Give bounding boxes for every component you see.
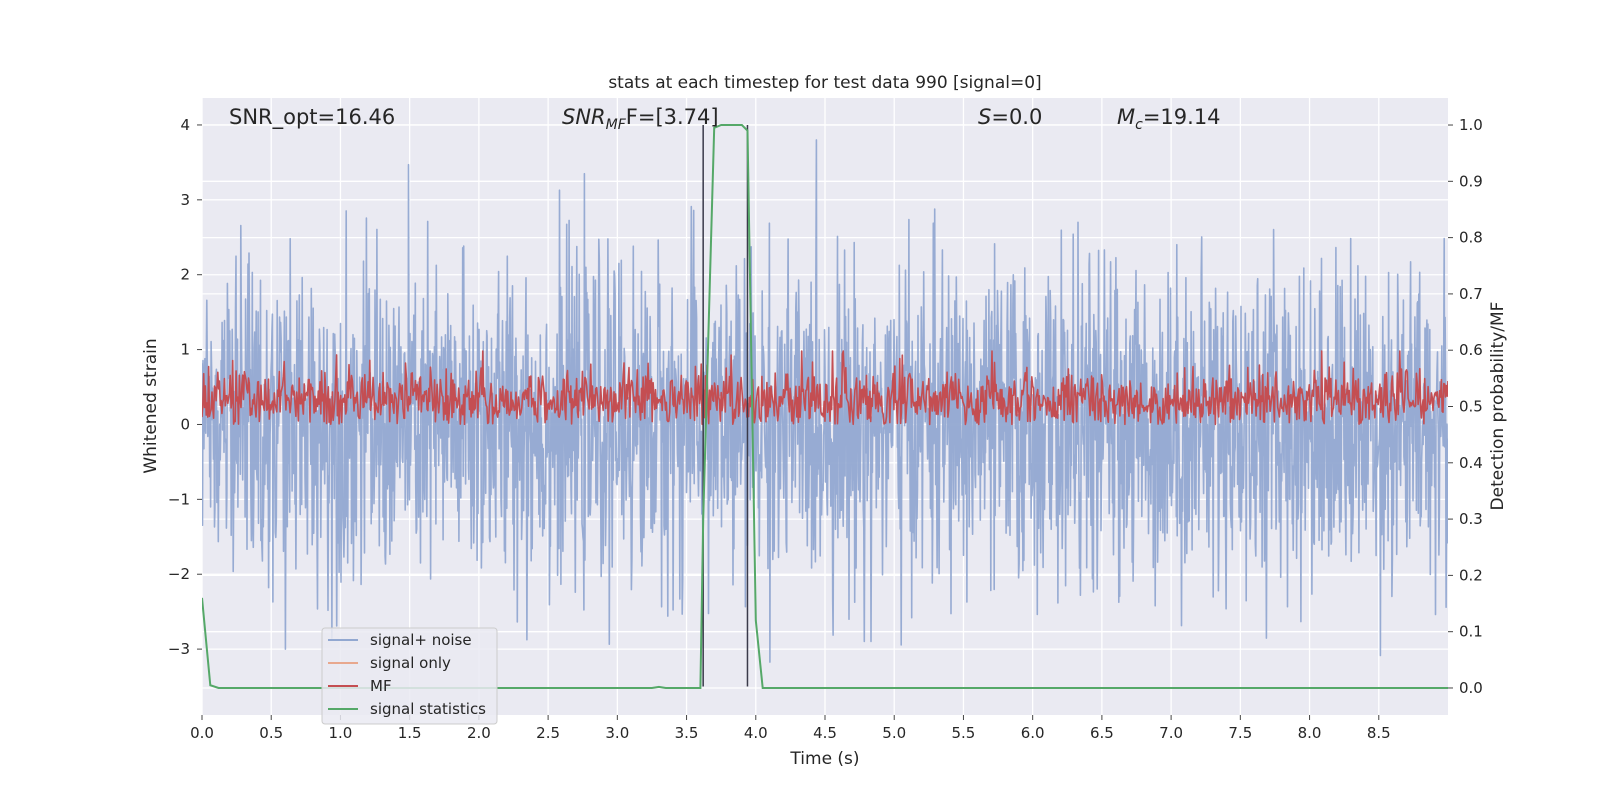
y2-tick-label: 0.7 (1459, 285, 1483, 303)
x-tick-label: 2.0 (467, 724, 491, 742)
x-tick-label: 6.0 (1021, 724, 1045, 742)
annotation-snr-mf-sub: MF (606, 117, 627, 133)
series-signal-noise-line (202, 139, 1448, 663)
x-tick-label: 4.0 (744, 724, 768, 742)
y2-tick-label: 1.0 (1459, 116, 1483, 134)
annotation-s-main: S (978, 105, 991, 129)
x-tick-label: 4.5 (813, 724, 837, 742)
y2-tick-label: 0.1 (1459, 623, 1483, 641)
x-tick-label: 8.0 (1298, 724, 1322, 742)
annotation-s-tail: =0.0 (991, 105, 1042, 129)
annotation-mc: Mc=19.14 (1117, 105, 1221, 133)
plot-area (202, 124, 1448, 689)
legend-label: MF (370, 677, 392, 695)
annotation-snr-mf: SNRMFF=[3.74] (562, 105, 719, 133)
x-axis-label: Time (s) (789, 749, 859, 769)
x-tick-label: 3.5 (675, 724, 699, 742)
legend-label: signal only (370, 654, 451, 672)
annotation-s: S=0.0 (978, 105, 1042, 129)
y2-tick-label: 0.2 (1459, 566, 1483, 584)
y-tick-label: −1 (168, 490, 190, 508)
legend-label: signal statistics (370, 700, 486, 718)
y-tick-label: 2 (180, 266, 190, 284)
x-tick-label: 5.5 (952, 724, 976, 742)
x-tick-label: 1.5 (398, 724, 422, 742)
y-tick-label: −2 (168, 565, 190, 583)
y2-tick-label: 0.5 (1459, 398, 1483, 416)
y2-tick-label: 0.8 (1459, 229, 1483, 247)
y2-tick-label: 0.4 (1459, 454, 1483, 472)
x-tick-label: 0.0 (190, 724, 214, 742)
y2-tick-label: 0.6 (1459, 341, 1483, 359)
y-tick-label: 4 (180, 116, 190, 134)
x-tick-label: 5.0 (882, 724, 906, 742)
y2-axis-ticks: 1.0 0.9 0.8 0.7 0.6 0.5 0.4 0.3 0.2 0.1 0.0 (1448, 116, 1483, 697)
annotation-snr-mf-tail: F=[3.74] (626, 105, 719, 129)
legend-items: signal+ noise signal only MF signal statist… (328, 631, 486, 718)
y-tick-label: −3 (168, 640, 190, 658)
legend-label: signal+ noise (370, 631, 472, 649)
x-axis-ticks: 0.0 0.5 1.0 1.5 2.0 2.5 3.0 3.5 4.0 4.5 5.0 5.5 6.0 6… (190, 715, 1391, 742)
x-tick-label: 6.5 (1090, 724, 1114, 742)
y-tick-label: 1 (180, 341, 190, 359)
annotation-mc-main: M (1117, 105, 1135, 129)
x-tick-label: 1.0 (329, 724, 353, 742)
y2-tick-label: 0.3 (1459, 510, 1483, 528)
series-signal-statistics-line (202, 124, 1448, 689)
y2-tick-label: 0.9 (1459, 172, 1483, 190)
y-tick-label: 0 (180, 415, 190, 433)
annotation-snr-opt: SNR_opt=16.46 (229, 105, 395, 130)
x-tick-label: 7.5 (1228, 724, 1252, 742)
annotation-mc-sub: c (1135, 117, 1143, 133)
x-tick-label: 7.0 (1159, 724, 1183, 742)
annotation-snr-mf-main: SNR (562, 105, 606, 129)
chart-title: stats at each timestep for test data 990… (608, 73, 1041, 93)
x-tick-label: 2.5 (536, 724, 560, 742)
x-tick-label: 3.0 (605, 724, 629, 742)
legend-box (321, 627, 498, 725)
y2-tick-label: 0.0 (1459, 679, 1483, 697)
y-axis-label: Whitened strain (141, 338, 161, 473)
y-tick-label: 3 (180, 191, 190, 209)
y-axis-ticks: 4 3 2 1 0 −1 −2 −3 (168, 116, 202, 658)
vertical-markers (702, 124, 749, 687)
y2-axis-label: Detection probability/MF (1488, 302, 1508, 511)
legend: signal+ noise signal only MF signal statist… (321, 627, 498, 725)
x-tick-label: 0.5 (259, 724, 283, 742)
series-mf-line (202, 350, 1448, 426)
annotation-mc-tail: =19.14 (1143, 105, 1221, 129)
x-tick-label: 8.5 (1367, 724, 1391, 742)
